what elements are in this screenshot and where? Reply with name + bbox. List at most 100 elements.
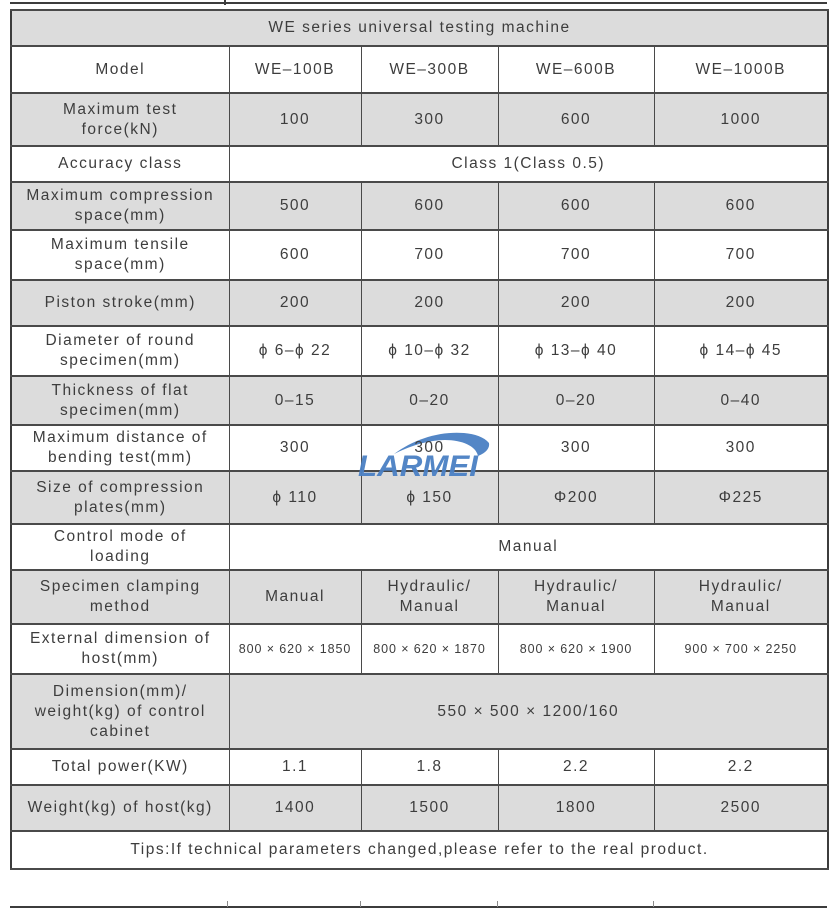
value-cell: 1400: [228, 784, 362, 832]
cell-value: ϕ 10–ϕ 32: [388, 342, 471, 359]
cell-value: 300: [560, 439, 592, 456]
value-cell: Hydraulic/ Manual: [497, 569, 655, 625]
value-cell: 600: [497, 181, 655, 231]
cell-value: 1.1: [281, 758, 309, 775]
cropped-column-tick-top: [224, 0, 226, 5]
cell-value: 600: [725, 197, 756, 214]
row-label: Size of compression plates(mm): [10, 470, 230, 525]
value-cell: 700: [653, 229, 829, 281]
cell-value: 700: [725, 246, 756, 263]
cell-value: 600: [414, 197, 445, 214]
spec-row-clamping-method: Specimen clamping method Manual Hydrauli…: [10, 569, 829, 625]
cell-value: 0–20: [409, 391, 450, 409]
value-cell: 200: [653, 279, 829, 327]
cropped-column-tick-bottom: [227, 901, 228, 907]
row-label: Maximum test force(kN): [10, 92, 230, 147]
value-cell-span: 550 × 500 × 1200/160: [228, 673, 829, 750]
spec-row-host-external-dimension: External dimension of host(mm) 800 × 620…: [10, 623, 829, 675]
value-cell: 200: [497, 279, 655, 327]
cell-value: 300: [279, 439, 311, 456]
value-cell: 300: [360, 92, 499, 147]
cell-value: 2500: [720, 799, 761, 816]
cell-value: WE–600B: [535, 60, 617, 78]
value-cell: 200: [228, 279, 362, 327]
value-cell-watermarked: 300: [360, 424, 499, 472]
value-cell: 600: [228, 229, 362, 281]
spec-row-bending-test-distance: Maximum distance of bending test(mm) 300…: [10, 424, 829, 472]
cell-value: 700: [414, 246, 445, 263]
row-label: Control mode of loading: [10, 523, 230, 571]
value-cell: Φ225: [653, 470, 829, 525]
value-cell: ϕ 14–ϕ 45: [653, 325, 829, 377]
model-header-cell: WE–100B: [228, 45, 362, 94]
cell-value: Hydraulic/ Manual: [534, 578, 618, 615]
table-title: WE series universal testing machine: [10, 9, 829, 47]
value-cell: 1000: [653, 92, 829, 147]
cell-value: 550 × 500 × 1200/160: [437, 702, 620, 720]
tips-row: Tips:If technical parameters changed,ple…: [10, 830, 829, 870]
cell-value: WE–1000B: [695, 60, 786, 78]
cell-value: 200: [414, 294, 445, 311]
cell-value: 600: [279, 246, 311, 263]
cell-value: 1.8: [416, 758, 443, 775]
value-cell: 1.1: [228, 748, 362, 786]
value-cell: Φ200: [497, 470, 655, 525]
cell-value: Hydraulic/ Manual: [698, 578, 783, 615]
spec-row-maximum-tensile-space: Maximum tensile space(mm) 600 700 700 70…: [10, 229, 829, 281]
cell-value: 1000: [720, 110, 761, 128]
value-cell: 100: [228, 92, 362, 147]
cell-value: 1400: [274, 799, 316, 816]
value-cell: 800 × 620 × 1870: [360, 623, 499, 675]
spec-row-piston-stroke: Piston stroke(mm) 200 200 200 200: [10, 279, 829, 327]
value-cell: 300: [497, 424, 655, 472]
model-header-cell: WE–300B: [360, 45, 499, 94]
spec-row-host-weight: Weight(kg) of host(kg) 1400 1500 1800 25…: [10, 784, 829, 832]
spec-row-control-cabinet: Dimension(mm)/ weight(kg) of control cab…: [10, 673, 829, 750]
cell-value: 0–15: [274, 391, 316, 409]
cell-value: 600: [560, 197, 592, 214]
row-label: Accuracy class: [10, 145, 230, 183]
value-cell: 0–20: [497, 375, 655, 426]
value-cell: 1500: [360, 784, 499, 832]
row-label: Maximum tensile space(mm): [10, 229, 230, 281]
value-cell: ϕ 150: [360, 470, 499, 525]
value-cell: Hydraulic/ Manual: [653, 569, 829, 625]
cell-value: 800 × 620 × 1850: [238, 642, 352, 656]
cell-value: 600: [560, 110, 592, 128]
row-label: Piston stroke(mm): [10, 279, 230, 327]
spec-row-compression-plates-size: Size of compression plates(mm) ϕ 110 ϕ 1…: [10, 470, 829, 525]
value-cell: 800 × 620 × 1900: [497, 623, 655, 675]
cell-value: Φ225: [718, 488, 763, 506]
row-label: Maximum distance of bending test(mm): [10, 424, 230, 472]
spec-row-total-power: Total power(KW) 1.1 1.8 2.2 2.2: [10, 748, 829, 786]
spec-row-control-mode: Control mode of loading Manual: [10, 523, 829, 571]
cell-value: ϕ 150: [406, 488, 453, 506]
value-cell-span: Manual: [228, 523, 829, 571]
title-row: WE series universal testing machine: [10, 9, 829, 47]
cell-value: WE–300B: [389, 60, 470, 78]
value-cell: 0–40: [653, 375, 829, 426]
spec-row-maximum-test-force: Maximum test force(kN) 100 300 600 1000: [10, 92, 829, 147]
cell-value: 800 × 620 × 1870: [373, 642, 486, 656]
cell-value: 2.2: [727, 758, 754, 775]
cell-value: 300: [414, 110, 445, 128]
value-cell: ϕ 13–ϕ 40: [497, 325, 655, 377]
cell-value: ϕ 14–ϕ 45: [699, 342, 783, 359]
value-cell-span: Class 1(Class 0.5): [228, 145, 829, 183]
cell-value: 900 × 700 × 2250: [684, 642, 797, 656]
value-cell: 0–20: [360, 375, 499, 426]
value-cell: ϕ 110: [228, 470, 362, 525]
value-cell: 700: [497, 229, 655, 281]
cell-value: 1500: [409, 799, 450, 816]
value-cell: 300: [228, 424, 362, 472]
spec-row-accuracy-class: Accuracy class Class 1(Class 0.5): [10, 145, 829, 183]
cell-value: 0–20: [555, 391, 597, 409]
row-label: Maximum compression space(mm): [10, 181, 230, 231]
value-cell: 800 × 620 × 1850: [228, 623, 362, 675]
spec-row-flat-specimen-thickness: Thickness of flat specimen(mm) 0–15 0–20…: [10, 375, 829, 426]
value-cell: 600: [497, 92, 655, 147]
header-row: Model WE–100B WE–300B WE–600B WE–1000B: [10, 45, 829, 94]
row-label: Weight(kg) of host(kg): [10, 784, 230, 832]
value-cell: 1800: [497, 784, 655, 832]
